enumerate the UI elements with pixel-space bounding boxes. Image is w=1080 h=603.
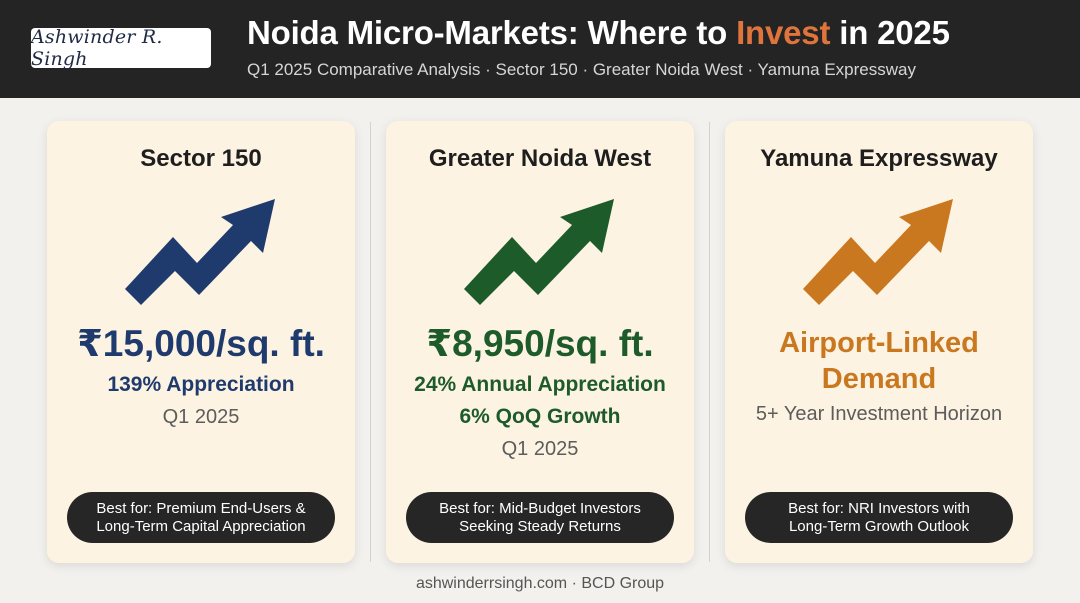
growth-line: 6% QoQ Growth (459, 405, 621, 428)
headline: Airport-Linked Demand (779, 327, 979, 395)
best-for-badge: Best for: Mid-Budget Investors Seeking S… (406, 492, 674, 543)
title-part-1: Noida Micro-Markets: Where to (247, 14, 737, 51)
appreciation-line: 24% Annual Appreciation (414, 373, 666, 396)
best-for-badge: Best for: Premium End-Users & Long-Term … (67, 492, 335, 543)
signature-logo: Ashwinder R. Singh (31, 26, 211, 70)
card-sector-150: Sector 150 ₹15,000/sq. ft. 139% Apprecia… (47, 121, 355, 563)
card-yamuna-expressway: Yamuna Expressway Airport-Linked Demand … (725, 121, 1033, 563)
divider (709, 122, 710, 562)
header-bar: Ashwinder R. Singh Noida Micro-Markets: … (0, 0, 1080, 98)
best-for-badge: Best for: NRI Investors with Long-Term G… (745, 492, 1013, 543)
trend-up-arrow-icon (464, 199, 614, 305)
appreciation-line: 139% Appreciation (107, 373, 295, 396)
divider (370, 122, 371, 562)
card-greater-noida-west: Greater Noida West ₹8,950/sq. ft. 24% An… (386, 121, 694, 563)
horizon-label: 5+ Year Investment Horizon (755, 403, 1003, 425)
period-label: Q1 2025 (162, 406, 240, 428)
period-label: Q1 2025 (501, 438, 579, 460)
logo-text: Ashwinder R. Singh (31, 26, 163, 70)
card-title: Yamuna Expressway (760, 145, 998, 172)
page-title: Noida Micro-Markets: Where to Invest in … (247, 14, 950, 52)
title-accent: Invest (736, 14, 831, 51)
page-subtitle: Q1 2025 Comparative Analysis · Sector 15… (247, 60, 916, 79)
footer-credit: ashwinderrsingh.com · BCD Group (415, 575, 665, 592)
title-part-2: in 2025 (830, 14, 950, 51)
price-value: ₹8,950/sq. ft. (426, 323, 654, 364)
card-title: Greater Noida West (428, 145, 652, 172)
trend-up-arrow-icon (803, 199, 953, 305)
price-value: ₹15,000/sq. ft. (77, 323, 325, 364)
trend-up-arrow-icon (125, 199, 275, 305)
card-title: Sector 150 (140, 145, 262, 172)
